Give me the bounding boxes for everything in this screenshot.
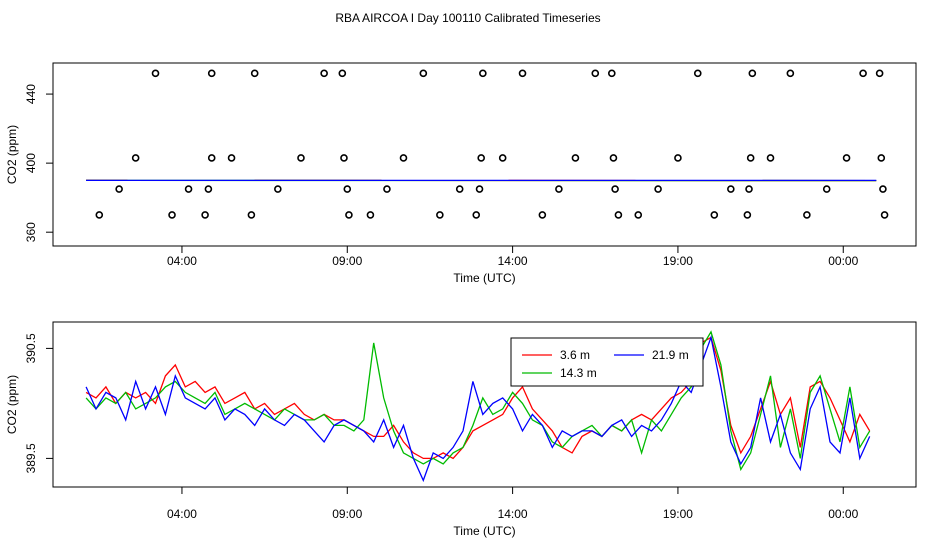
calibration-point <box>383 185 391 193</box>
plot-frame <box>52 321 917 488</box>
calibration-point <box>634 211 643 219</box>
legend-label: 14.3 m <box>560 366 597 380</box>
calibration-point <box>859 69 867 78</box>
calibration-point <box>399 154 408 162</box>
x-tick-label: 09:00 <box>332 507 362 521</box>
plot-area <box>86 69 889 219</box>
calibration-point <box>710 211 719 219</box>
calibration-point <box>479 69 487 78</box>
calibration-point <box>472 211 481 219</box>
y-axis-label: CO2 (ppm) <box>5 375 19 434</box>
calibration-point <box>571 154 580 162</box>
calibration-point <box>875 69 884 78</box>
legend: 3.6 m 14.3 m 21.9 m <box>510 337 704 387</box>
bottom-panel-co2-timeseries: 04:00 09:00 14:00 19:00 00:00 389.5 390.5 Time … <box>5 321 917 538</box>
y-tick-label: 400 <box>24 153 38 173</box>
plot-frame <box>52 62 917 247</box>
plot-area <box>85 330 871 483</box>
calibration-point <box>766 154 775 162</box>
calibration-point <box>343 185 352 193</box>
top-panel-co2-calibration: 04:00 09:00 14:00 19:00 00:00 360 400 440 Time (… <box>5 62 917 285</box>
calibration-point <box>95 211 104 219</box>
x-tick-label: 00:00 <box>828 507 858 521</box>
calibration-point <box>842 154 851 162</box>
calibration-point <box>366 211 375 219</box>
y-tick-label: 360 <box>24 222 38 242</box>
calibration-point <box>250 69 259 78</box>
calibration-point <box>151 69 160 78</box>
calibration-point <box>419 69 428 78</box>
legend-box <box>510 337 704 387</box>
x-axis-label: Time (UTC) <box>453 271 515 285</box>
calibration-point <box>247 211 256 219</box>
calibration-point <box>745 185 753 193</box>
series-line-14-3-m <box>85 330 871 472</box>
calibration-point <box>803 211 811 219</box>
figure-title: RBA AIRCOA I Day 100110 Calibrated Times… <box>335 11 600 25</box>
calibration-point <box>674 154 682 162</box>
calibration-point <box>786 69 795 78</box>
y-tick-label: 390.5 <box>24 333 38 363</box>
calibration-point <box>727 185 735 193</box>
x-tick-label: 14:00 <box>498 507 528 521</box>
y-tick-label: 389.5 <box>24 443 38 473</box>
calibration-point <box>455 185 464 193</box>
calibration-point <box>207 69 216 78</box>
legend-label: 3.6 m <box>560 348 590 362</box>
calibration-point <box>654 185 662 193</box>
x-tick-label: 04:00 <box>167 507 197 521</box>
x-tick-label: 09:00 <box>332 254 362 268</box>
calibration-point <box>184 185 193 193</box>
calibration-point <box>227 154 236 162</box>
calibration-point <box>879 185 887 193</box>
calibration-point <box>608 69 616 78</box>
calibration-point <box>340 154 348 162</box>
calibration-point <box>475 185 484 193</box>
calibration-point <box>204 185 213 193</box>
x-tick-label: 19:00 <box>663 254 693 268</box>
calibration-point <box>611 185 619 193</box>
calibration-point <box>498 154 507 162</box>
calibration-point <box>538 211 547 219</box>
x-tick-label: 19:00 <box>663 507 693 521</box>
calibration-point <box>591 69 600 78</box>
series-line-3-6-m <box>85 336 871 460</box>
calibration-point <box>555 185 563 193</box>
x-axis-label: Time (UTC) <box>453 524 515 538</box>
calibration-point <box>274 185 282 193</box>
legend-label: 21.9 m <box>652 348 689 362</box>
calibration-point <box>207 154 216 162</box>
calibration-point <box>609 154 618 162</box>
calibration-point <box>115 185 123 193</box>
calibration-point <box>518 69 527 78</box>
x-tick-label: 14:00 <box>498 254 528 268</box>
calibration-point <box>477 154 485 162</box>
calibration-point <box>748 69 757 78</box>
calibration-point <box>436 211 444 219</box>
calibration-point <box>614 211 623 219</box>
calibration-point <box>743 211 752 219</box>
series-line-21-9-m <box>85 334 871 483</box>
y-axis-label: CO2 (ppm) <box>5 125 19 184</box>
calibration-point <box>880 211 889 219</box>
calibration-point <box>297 154 305 162</box>
calibration-point <box>345 211 353 219</box>
y-tick-label: 440 <box>24 84 38 104</box>
calibration-point <box>822 185 831 193</box>
calibration-point <box>338 69 347 78</box>
x-tick-label: 00:00 <box>828 254 858 268</box>
calibration-point <box>131 154 140 162</box>
calibration-point <box>693 69 702 78</box>
calibration-point <box>320 69 328 78</box>
calibration-point <box>746 154 755 162</box>
calibration-point <box>168 211 176 219</box>
calibration-point <box>877 154 886 162</box>
x-tick-label: 04:00 <box>167 254 197 268</box>
calibration-point <box>201 211 209 219</box>
